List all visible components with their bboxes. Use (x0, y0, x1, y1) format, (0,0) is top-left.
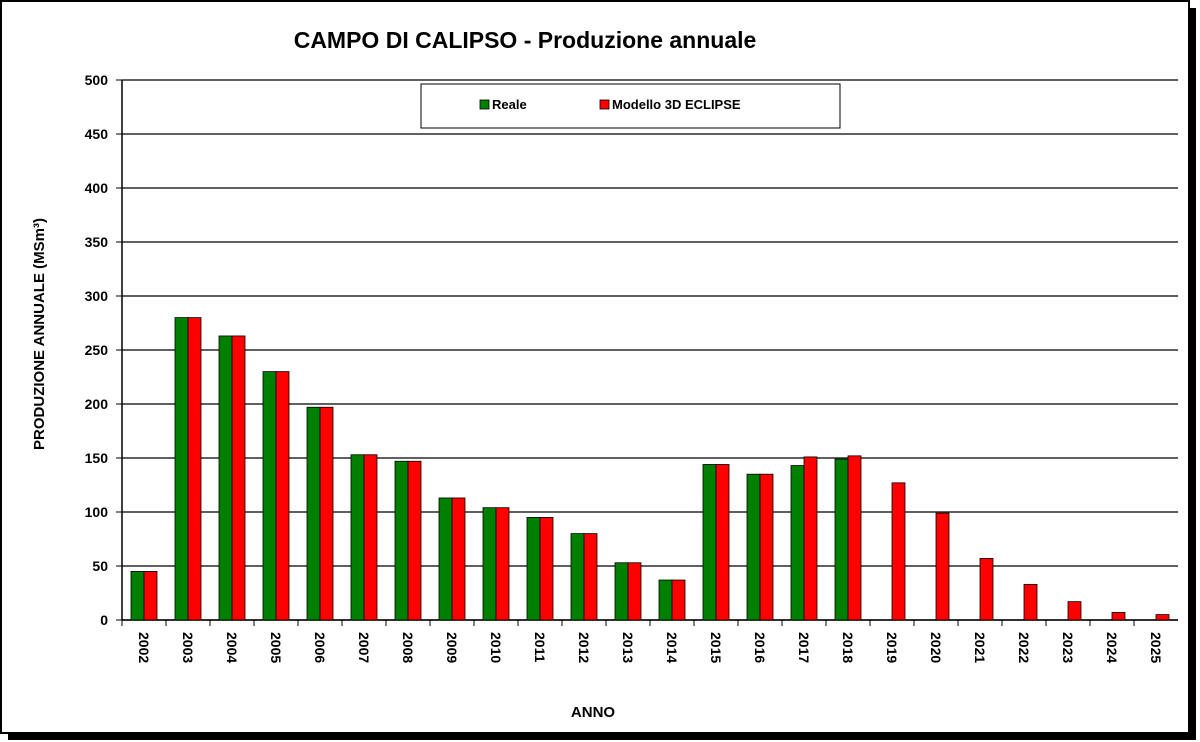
bar (803, 456, 818, 621)
bar (407, 460, 422, 621)
bar (526, 517, 541, 621)
y-tick-label: 500 (85, 72, 109, 88)
bar (614, 562, 629, 621)
bar (1023, 583, 1038, 621)
bar (350, 454, 365, 621)
x-tick-label: 2002 (136, 632, 152, 663)
x-tick-label: 2008 (400, 632, 416, 663)
bar (143, 571, 158, 621)
bar (847, 455, 862, 621)
bar (130, 571, 145, 621)
x-tick-label: 2003 (180, 632, 196, 663)
x-tick-label: 2007 (356, 632, 372, 663)
frame-shadow (1190, 8, 1196, 738)
bar (319, 406, 334, 621)
y-tick-label: 350 (85, 234, 109, 250)
x-tick-label: 2016 (752, 632, 768, 663)
x-tick-label: 2021 (972, 632, 988, 663)
legend-label: Modello 3D ECLIPSE (612, 97, 741, 112)
bar (715, 464, 730, 621)
bar (979, 558, 994, 621)
bar (482, 507, 497, 621)
x-tick-label: 2013 (620, 632, 636, 663)
bar (658, 579, 673, 621)
bar (935, 512, 950, 621)
x-tick-label: 2018 (840, 632, 856, 663)
bar (451, 497, 466, 621)
y-tick-label: 100 (85, 504, 109, 520)
x-tick-label: 2023 (1060, 632, 1076, 663)
x-tick-label: 2009 (444, 632, 460, 663)
bar (891, 482, 906, 621)
y-tick-label: 200 (85, 396, 109, 412)
bar (539, 517, 554, 621)
x-axis-label: ANNO (571, 704, 615, 721)
bar (759, 473, 774, 621)
x-tick-label: 2004 (224, 632, 240, 663)
bar (438, 497, 453, 621)
bar (790, 465, 805, 621)
y-tick-label: 450 (85, 126, 109, 142)
bar (570, 533, 585, 621)
bar (1155, 614, 1170, 621)
legend-label: Reale (492, 97, 527, 112)
legend-box (420, 83, 841, 129)
bar (187, 317, 202, 621)
x-tick-label: 2005 (268, 632, 284, 663)
x-tick-label: 2020 (928, 632, 944, 663)
x-tick-label: 2022 (1016, 632, 1032, 663)
y-tick-label: 250 (85, 342, 109, 358)
bar (262, 371, 277, 621)
bar (834, 458, 849, 621)
y-tick-label: 150 (85, 450, 109, 466)
bar (363, 454, 378, 621)
x-tick-label: 2015 (708, 632, 724, 663)
x-tick-label: 2006 (312, 632, 328, 663)
bar (627, 562, 642, 621)
bar (394, 460, 409, 621)
bar (1111, 612, 1126, 621)
y-tick-label: 300 (85, 288, 109, 304)
frame-shadow (8, 734, 1196, 740)
x-tick-label: 2014 (664, 632, 680, 663)
legend-swatch (599, 99, 610, 110)
x-tick-label: 2011 (532, 632, 548, 663)
bar (702, 464, 717, 621)
bar (275, 371, 290, 621)
y-tick-label: 50 (92, 558, 108, 574)
y-axis-label: PRODUZIONE ANNUALE (MSm³) (31, 218, 48, 450)
x-tick-label: 2024 (1104, 632, 1120, 663)
x-tick-label: 2025 (1148, 632, 1164, 663)
y-tick-label: 0 (100, 612, 108, 628)
x-tick-label: 2012 (576, 632, 592, 663)
y-tick-label: 400 (85, 180, 109, 196)
bar (1067, 601, 1082, 621)
bar (174, 317, 189, 621)
bar (495, 507, 510, 621)
x-tick-label: 2010 (488, 632, 504, 663)
x-tick-label: 2017 (796, 632, 812, 663)
bar (746, 473, 761, 621)
bar (231, 335, 246, 621)
bar (583, 533, 598, 621)
bar (218, 335, 233, 621)
bar (306, 406, 321, 621)
legend-swatch (479, 99, 490, 110)
x-tick-label: 2019 (884, 632, 900, 663)
bar (671, 579, 686, 621)
chart-title: CAMPO DI CALIPSO - Produzione annuale (294, 27, 757, 53)
